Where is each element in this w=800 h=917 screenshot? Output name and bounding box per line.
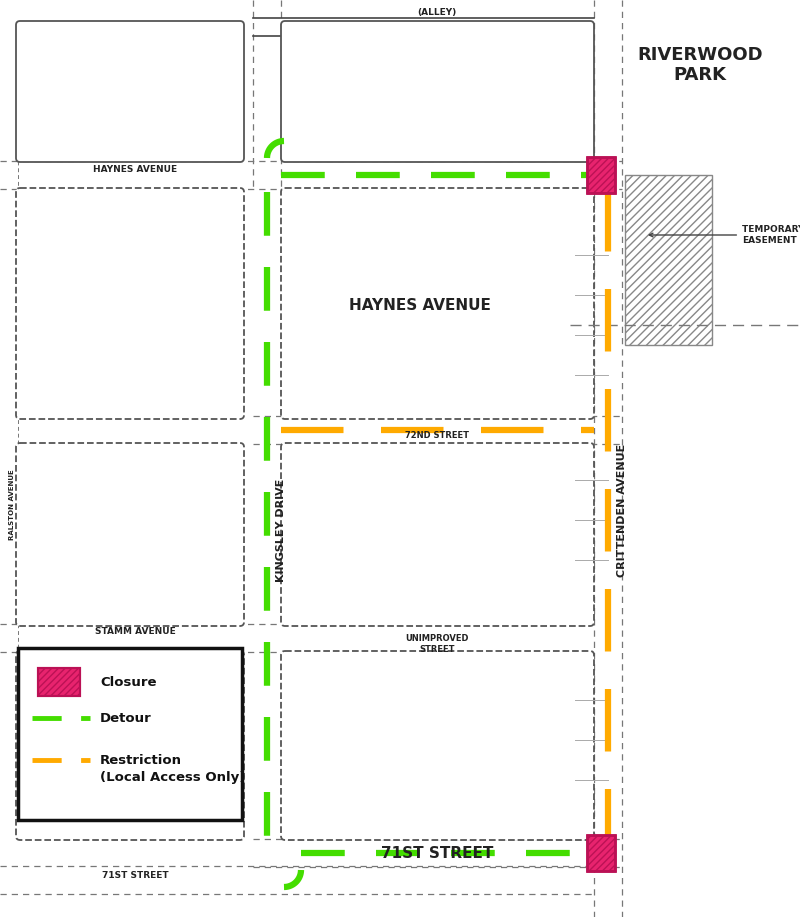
FancyBboxPatch shape <box>16 21 244 162</box>
Text: Restriction: Restriction <box>100 754 182 767</box>
Bar <box>38 668 80 696</box>
FancyBboxPatch shape <box>281 188 594 419</box>
Bar <box>587 835 615 871</box>
Bar <box>587 157 615 193</box>
Bar <box>587 157 615 193</box>
Bar <box>625 175 712 345</box>
FancyBboxPatch shape <box>281 443 594 626</box>
Bar <box>587 835 615 871</box>
Text: CRITTENDEN AVENUE: CRITTENDEN AVENUE <box>617 444 627 577</box>
FancyBboxPatch shape <box>16 443 244 626</box>
Text: Detour: Detour <box>100 712 152 724</box>
FancyBboxPatch shape <box>16 188 244 419</box>
Text: (ALLEY): (ALLEY) <box>418 8 457 17</box>
Text: TEMPORARY CONSTRUCTION
EASEMENT: TEMPORARY CONSTRUCTION EASEMENT <box>650 226 800 245</box>
Text: HAYNES AVENUE: HAYNES AVENUE <box>349 297 491 313</box>
Bar <box>38 668 80 696</box>
Text: Closure: Closure <box>100 676 157 689</box>
Bar <box>18 648 242 820</box>
Text: 71ST STREET: 71ST STREET <box>102 870 168 879</box>
Text: RIVERWOOD
PARK: RIVERWOOD PARK <box>637 46 763 84</box>
Text: KINGSLEY DRIVE: KINGSLEY DRIVE <box>276 479 286 581</box>
Text: HAYNES AVENUE: HAYNES AVENUE <box>93 164 177 173</box>
Text: (Local Access Only): (Local Access Only) <box>100 771 246 785</box>
FancyBboxPatch shape <box>281 651 594 840</box>
FancyBboxPatch shape <box>16 651 244 840</box>
Text: STAMM AVENUE: STAMM AVENUE <box>94 627 175 636</box>
FancyBboxPatch shape <box>281 21 594 162</box>
Text: 72ND STREET: 72ND STREET <box>405 432 469 440</box>
Text: RALSTON AVENUE: RALSTON AVENUE <box>9 470 15 540</box>
Text: UNIMPROVED
STREET: UNIMPROVED STREET <box>406 635 469 654</box>
Text: 71ST STREET: 71ST STREET <box>381 845 493 860</box>
